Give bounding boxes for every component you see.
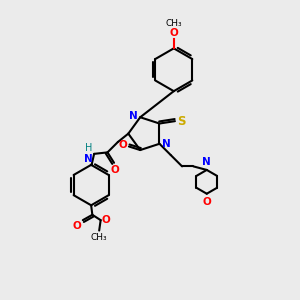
Text: O: O: [72, 221, 81, 231]
Text: N: N: [84, 154, 92, 164]
Text: CH₃: CH₃: [91, 233, 107, 242]
Text: N: N: [162, 140, 170, 149]
Text: CH₃: CH₃: [166, 19, 182, 28]
Text: N: N: [202, 157, 211, 167]
Text: O: O: [118, 140, 127, 150]
Text: O: O: [169, 28, 178, 38]
Text: S: S: [177, 115, 185, 128]
Text: O: O: [202, 197, 211, 207]
Text: O: O: [111, 165, 120, 175]
Text: O: O: [102, 215, 111, 225]
Text: N: N: [129, 111, 138, 121]
Text: H: H: [85, 143, 92, 153]
